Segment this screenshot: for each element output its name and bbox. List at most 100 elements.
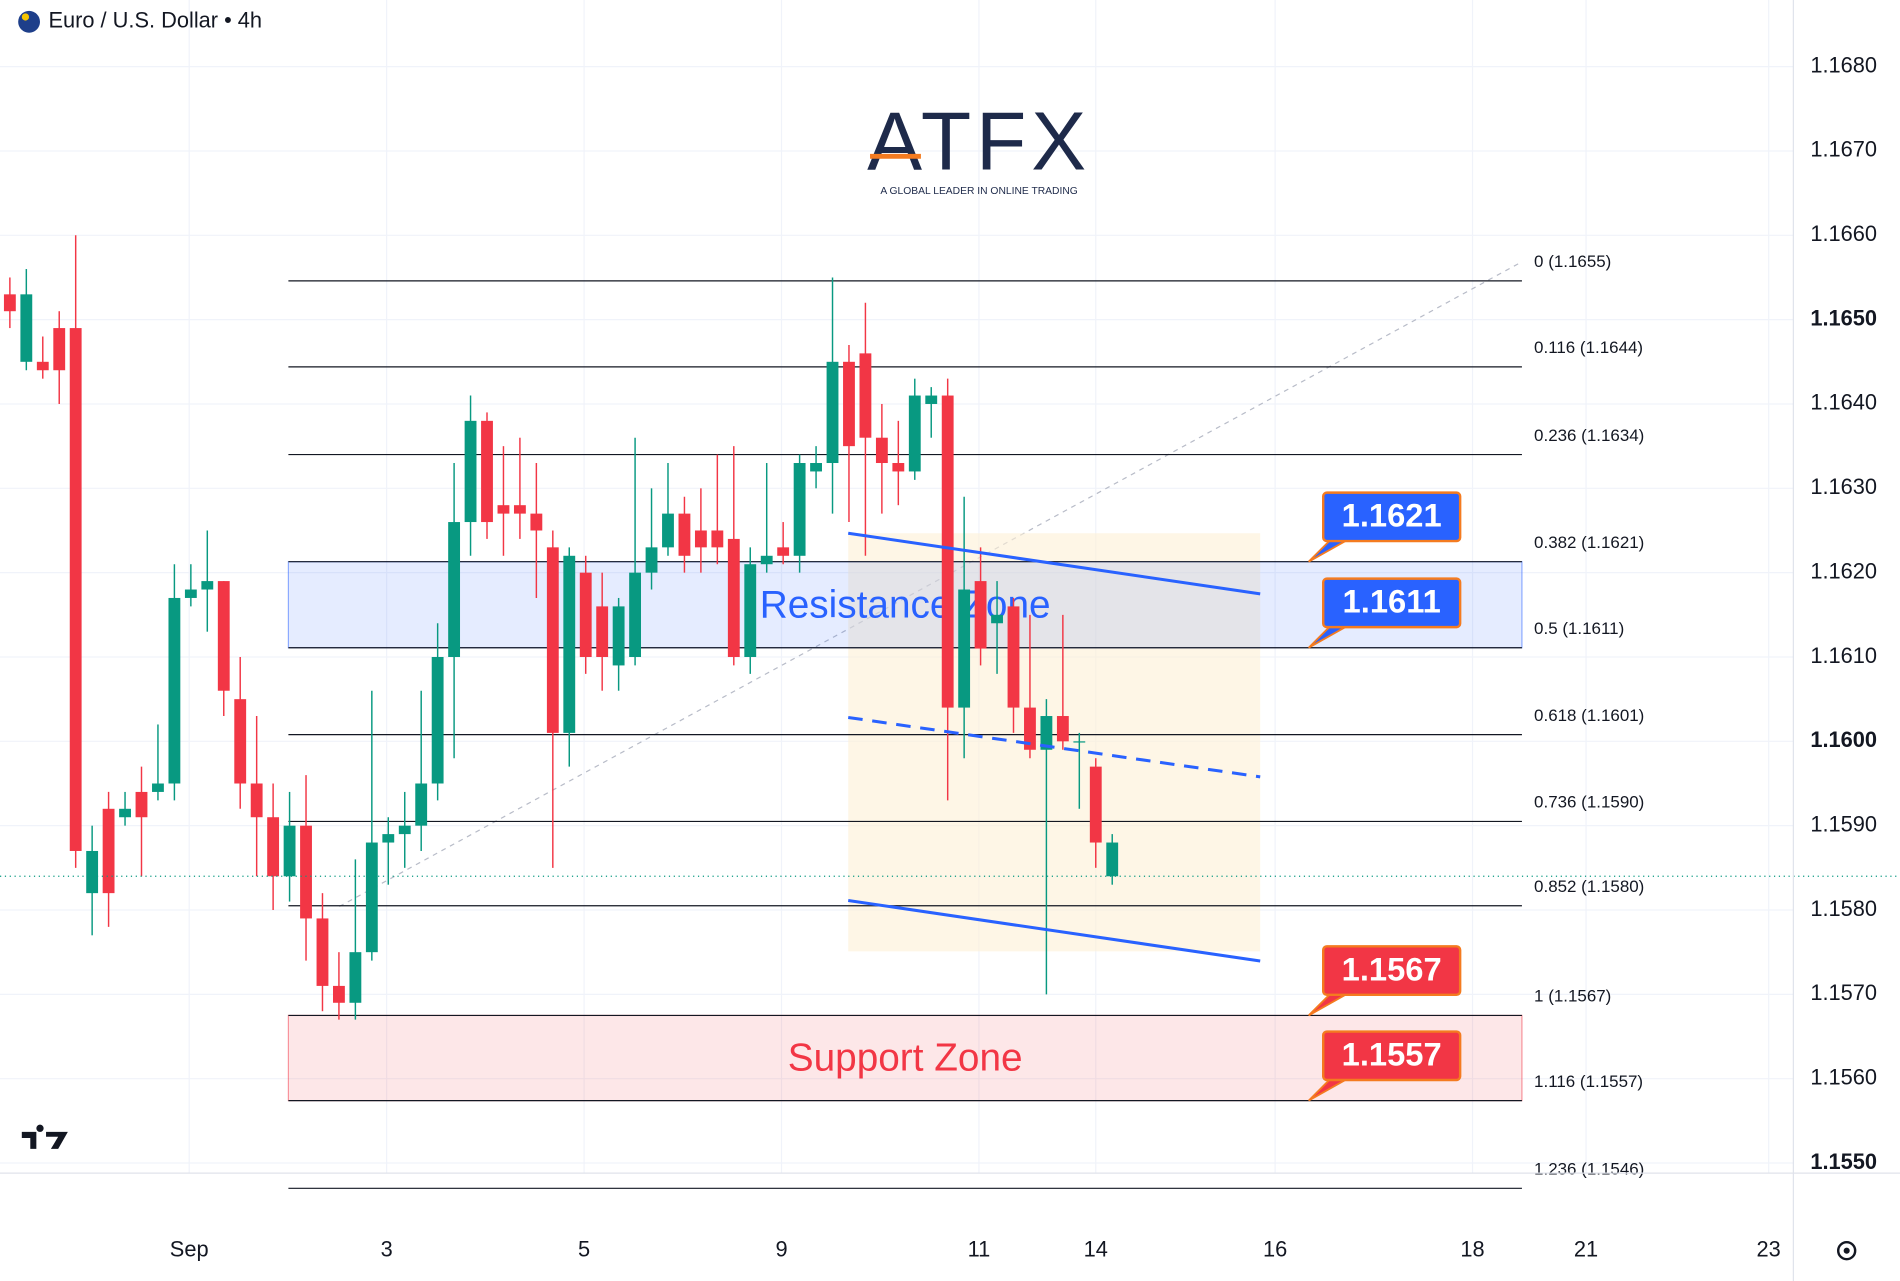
candle-body — [826, 361, 839, 464]
x-tick-label: 5 — [578, 1236, 590, 1261]
candle-body — [86, 850, 99, 894]
zone-label: Support Zone — [788, 1037, 1023, 1080]
candle-body — [1089, 766, 1102, 843]
projection-box — [848, 533, 1261, 952]
y-tick-label: 1.1570 — [1810, 980, 1877, 1005]
candle-body — [1024, 707, 1036, 750]
candle-body — [135, 791, 148, 818]
candle-body — [563, 555, 576, 733]
grid — [0, 0, 1794, 1174]
candle-body — [530, 513, 543, 531]
candle-body — [546, 547, 559, 733]
fib-label: 0.5 (1.1611) — [1534, 619, 1624, 638]
candle-body — [810, 463, 822, 472]
candle-body — [448, 522, 461, 657]
candle-body — [184, 589, 197, 598]
fib-label: 0.116 (1.1644) — [1534, 338, 1643, 357]
candle-body — [744, 564, 757, 657]
fib-label: 0.618 (1.1601) — [1534, 706, 1644, 725]
candle-body — [415, 783, 428, 826]
fib-label: 1.116 (1.1557) — [1534, 1072, 1643, 1091]
candle-body — [596, 606, 609, 657]
candle-body — [1106, 842, 1119, 877]
fib-label: 0.236 (1.1634) — [1534, 426, 1644, 445]
x-tick-label: 11 — [968, 1236, 991, 1261]
candle-body — [629, 572, 642, 657]
candle-body — [382, 834, 395, 843]
x-tick-label: Sep — [170, 1236, 209, 1261]
callout-box — [1322, 491, 1462, 543]
candle-body — [1056, 716, 1069, 742]
candle-body — [431, 656, 444, 784]
callout-label: 1.1621 — [1342, 497, 1442, 534]
y-tick-label: 1.1680 — [1810, 52, 1877, 77]
candle-body — [908, 395, 921, 472]
channel-middle — [847, 715, 1261, 779]
candle-body — [464, 420, 477, 523]
candle-body — [333, 985, 345, 1003]
candle-body — [777, 547, 790, 556]
x-tick-label: 9 — [775, 1236, 787, 1261]
candle-body — [727, 538, 740, 657]
fib-label: 1 (1.1567) — [1534, 987, 1611, 1006]
candle-body — [398, 825, 411, 835]
y-tick-label: 1.1630 — [1810, 474, 1877, 499]
candle-body — [69, 328, 82, 851]
candle-body — [3, 294, 16, 312]
y-tick-label: 1.1650 — [1810, 305, 1877, 330]
candle-body — [36, 361, 49, 371]
chart-title: Euro / U.S. Dollar • 4h — [48, 8, 262, 33]
y-tick-label: 1.1620 — [1810, 558, 1877, 583]
candle-body — [892, 463, 905, 472]
callout-box — [1322, 1030, 1462, 1082]
candle-body — [102, 808, 115, 894]
y-tick-label: 1.1580 — [1810, 896, 1877, 921]
x-tick-label: 3 — [381, 1236, 393, 1261]
candle-body — [941, 395, 954, 708]
zone-label: Resistance Zone — [760, 583, 1051, 626]
candles — [0, 235, 1900, 1020]
candle-body — [859, 353, 872, 438]
callout-label: 1.1611 — [1343, 583, 1441, 620]
x-tick-label: 21 — [1574, 1236, 1598, 1261]
candle-body — [152, 783, 164, 792]
fib-label: 0.852 (1.1580) — [1534, 877, 1644, 896]
candle-body — [612, 606, 625, 666]
axes: 1.1550 1.1560 1.1570 1.1580 1.1590 1.1600 1.16… — [170, 52, 1877, 1261]
candle-body — [793, 463, 806, 556]
y-tick-label: 1.1600 — [1810, 727, 1877, 752]
candle-body — [283, 825, 296, 877]
candle-body — [760, 555, 773, 565]
zone — [287, 561, 1523, 649]
candle-body — [20, 294, 33, 362]
logo: ATFX — [867, 96, 1091, 188]
x-tick-label: 16 — [1263, 1236, 1287, 1261]
candle-body — [349, 952, 362, 1003]
candle-body — [1007, 606, 1020, 708]
y-tick-label: 1.1660 — [1810, 221, 1877, 246]
x-tick-label: 14 — [1084, 1236, 1108, 1261]
candle-body — [694, 530, 707, 548]
symbol-icon-dot — [21, 13, 30, 21]
candle-body — [234, 699, 247, 784]
y-tick-label: 1.1550 — [1810, 1149, 1877, 1174]
candle-body — [958, 589, 971, 708]
logo-tagline: A GLOBAL LEADER IN ONLINE TRADING — [880, 186, 1077, 197]
x-tick-label: 18 — [1460, 1236, 1484, 1261]
x-tick-label: 23 — [1757, 1236, 1781, 1261]
candle-body — [678, 513, 691, 556]
candle-body — [53, 328, 66, 371]
candle-body — [365, 842, 378, 953]
candle-body — [168, 597, 181, 784]
candle-body — [843, 361, 855, 447]
candle-body — [267, 817, 280, 877]
y-tick-label: 1.1670 — [1810, 137, 1877, 162]
candle-body — [925, 395, 938, 404]
callout-label: 1.1567 — [1342, 950, 1442, 987]
y-tick-label: 1.1640 — [1810, 390, 1877, 415]
channel-lower — [847, 898, 1261, 963]
candle-body — [991, 614, 1003, 624]
channel-upper — [847, 531, 1261, 596]
